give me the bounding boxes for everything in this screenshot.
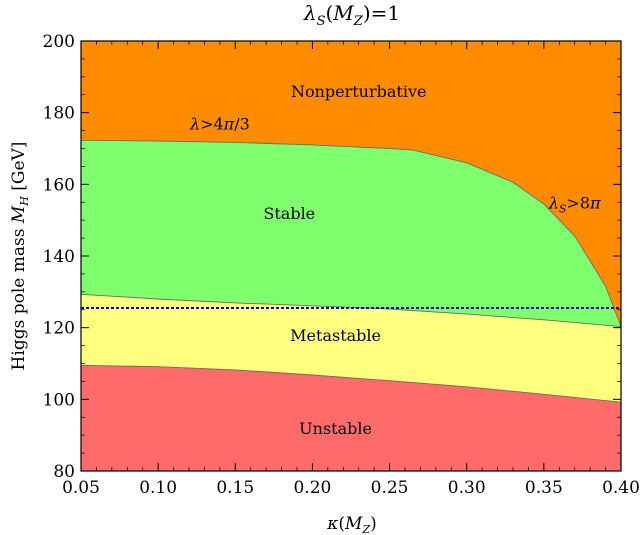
x-tick-label: 0.35 xyxy=(525,478,563,498)
boundary-unstable xyxy=(80,364,622,403)
y-tick-label: 180 xyxy=(43,104,75,124)
axis-ticks: 0.05 0.10 0.15 0.20 0.25 0.30 0.35 0.40 80 100 120… xyxy=(43,32,640,498)
y-tick-label: 100 xyxy=(43,390,75,410)
region-stable xyxy=(81,140,621,327)
region-unstable xyxy=(81,365,621,471)
region-label-metastable: Metastable xyxy=(290,326,381,345)
region-metastable xyxy=(81,294,621,403)
lambda-s-8pi-annotation: λS>8π xyxy=(548,193,601,215)
region-label-stable: Stable xyxy=(263,204,315,223)
x-tick-label: 0.05 xyxy=(62,478,100,498)
region-label-nonperturbative: Nonperturbative xyxy=(291,82,427,101)
boundary-nonperturbative xyxy=(80,139,622,327)
region-nonperturbative xyxy=(81,41,621,327)
y-tick-label: 120 xyxy=(43,319,75,339)
chart-title: λS(MZ)=1 xyxy=(303,1,400,29)
y-tick-label: 160 xyxy=(43,175,75,195)
y-axis-label: Higgs pole mass MH [GeV] xyxy=(9,142,31,371)
x-tick-label: 0.40 xyxy=(602,478,640,498)
x-tick-label: 0.25 xyxy=(371,478,409,498)
x-tick-label: 0.15 xyxy=(216,478,254,498)
lambda-4pi-3-annotation: λ>4π/3 xyxy=(189,114,250,133)
x-tick-label: 0.20 xyxy=(293,478,331,498)
x-tick-label: 0.10 xyxy=(139,478,177,498)
y-tick-label: 200 xyxy=(43,32,75,52)
y-tick-label: 80 xyxy=(53,462,75,482)
region-labels: Nonperturbative Stable Metastable Unstable xyxy=(263,82,426,438)
y-tick-label: 140 xyxy=(43,247,75,267)
region-fills xyxy=(81,41,621,471)
x-axis-label: κ(MZ) xyxy=(326,514,377,535)
region-label-unstable: Unstable xyxy=(299,419,372,438)
x-tick-label: 0.30 xyxy=(448,478,486,498)
